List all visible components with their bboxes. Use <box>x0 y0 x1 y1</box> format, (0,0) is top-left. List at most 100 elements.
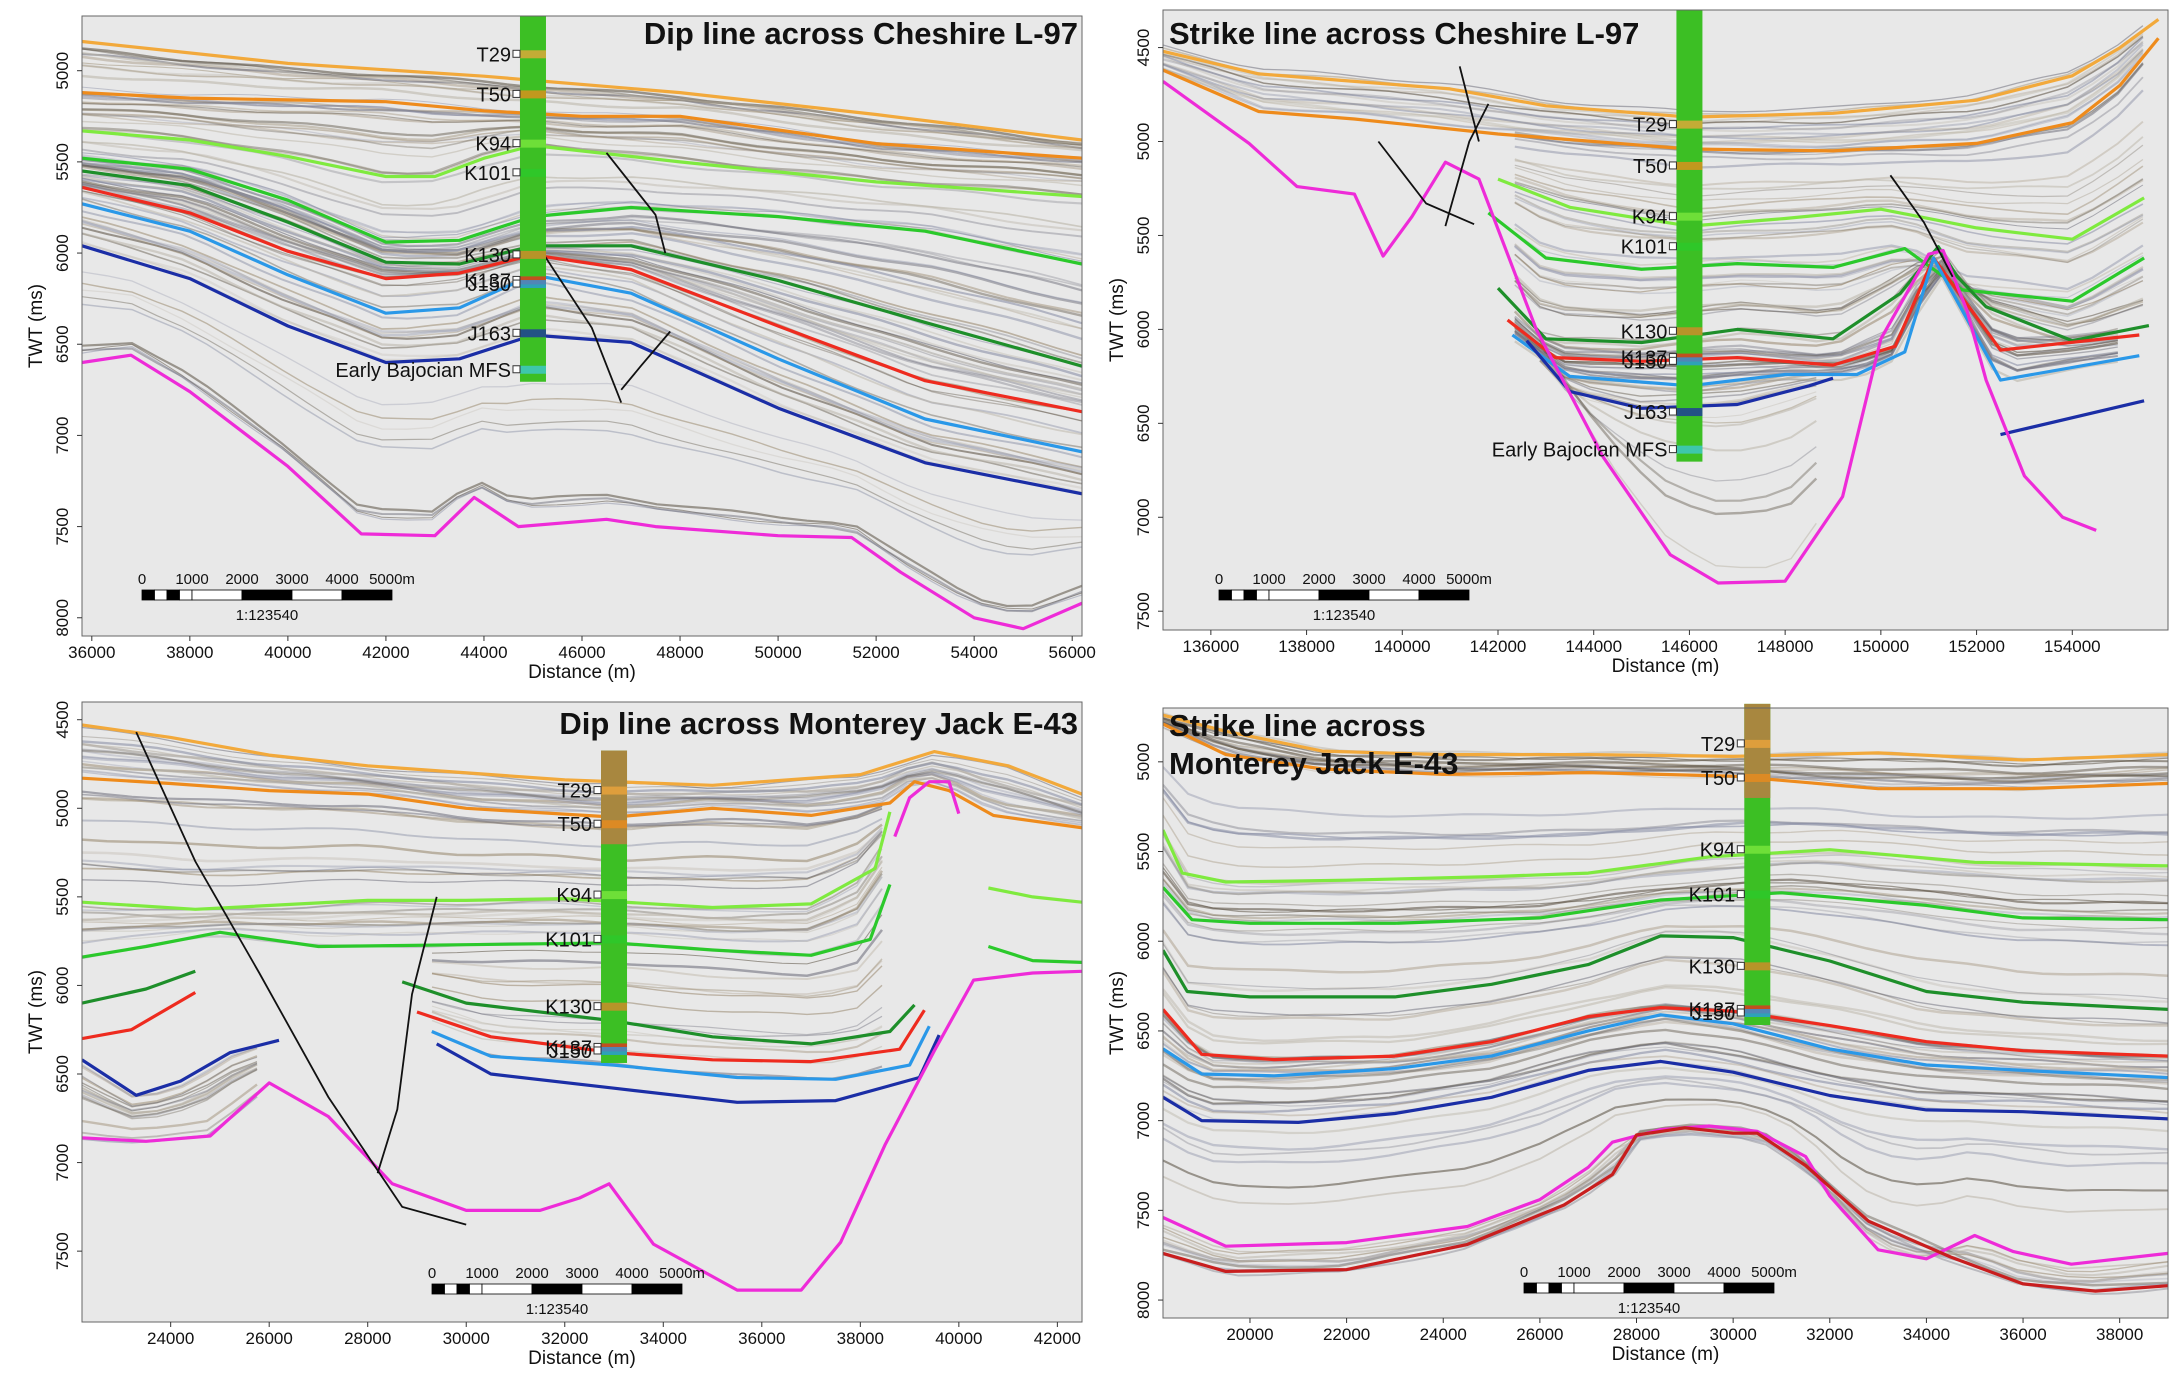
seismic-reflector <box>431 1009 883 1048</box>
seismic-reflector <box>82 296 1082 550</box>
well-top-label: T29 <box>558 781 592 803</box>
y-tick-label: 6000 <box>53 234 72 272</box>
horizon-k94 <box>1497 177 2145 241</box>
seismic-reflector <box>431 1001 883 1036</box>
x-tick-label: 40000 <box>264 643 311 662</box>
x-axis-label: Distance (m) <box>528 1348 636 1369</box>
seismic-reflector <box>82 817 883 848</box>
fault-line <box>135 731 467 1226</box>
well-log-band <box>601 935 628 944</box>
x-axis-label: Distance (m) <box>528 662 636 683</box>
seismic-reflector <box>82 180 1082 386</box>
seismic-reflector <box>1163 845 2168 896</box>
well-top-marker <box>512 328 521 337</box>
seismic-reflector <box>1163 797 2168 851</box>
seismic-reflector <box>1163 789 2168 841</box>
horizon-early-bajocian-mfs <box>893 780 961 838</box>
seismic-reflector <box>431 1010 883 1054</box>
seismic-reflector <box>1514 76 2144 161</box>
scale-segment <box>1418 589 1470 601</box>
seismic-reflector <box>82 162 1082 325</box>
horizon-k130 <box>1163 934 2168 1011</box>
seismic-reflector <box>1163 35 2144 125</box>
scale-segment <box>581 1283 633 1295</box>
well-top-label: K137 <box>1621 348 1668 370</box>
seismic-reflector <box>1163 1130 2168 1296</box>
seismic-reflector <box>1514 255 2144 323</box>
well-log-band <box>1676 327 1703 336</box>
seismic-reflector <box>431 940 883 980</box>
scale-label: 0 <box>1215 571 1223 588</box>
well-top-label: K101 <box>545 929 592 951</box>
well-top-marker <box>1736 890 1745 899</box>
horizon-j150 <box>1511 256 2140 388</box>
scale-ratio: 1:123540 <box>526 1301 589 1318</box>
well-top-marker <box>1668 161 1677 170</box>
horizon-k130 <box>82 969 196 1005</box>
seismic-reflector <box>1514 266 2118 359</box>
seismic-reflector <box>1514 266 2118 360</box>
scale-label: 2000 <box>225 571 258 588</box>
well-top-marker <box>1736 739 1745 748</box>
x-tick-label: 20000 <box>1226 1325 1273 1344</box>
x-tick-label: 150000 <box>1852 637 1909 656</box>
y-tick-label: 7000 <box>1134 498 1153 536</box>
seismic-reflector <box>82 830 883 879</box>
seismic-reflector <box>82 63 1082 148</box>
panel-title: Dip line across Monterey Jack E-43 <box>559 706 1078 741</box>
scale-segment <box>431 1283 445 1295</box>
x-tick-label: 48000 <box>656 643 703 662</box>
horizon-k130 <box>1496 245 2150 345</box>
seismic-reflector <box>1163 788 2168 840</box>
x-tick-label: 36000 <box>68 643 115 662</box>
well-column-upper <box>601 750 628 845</box>
panel-title-line2: Monterey Jack E-43 <box>1169 746 1458 781</box>
seismic-reflector <box>82 876 883 934</box>
seismic-reflector <box>82 164 1082 364</box>
seismic-reflector <box>431 960 883 995</box>
seismic-reflector <box>82 860 883 922</box>
x-tick-label: 38000 <box>2096 1325 2143 1344</box>
y-tick-label: 7000 <box>1134 1102 1153 1140</box>
seismic-reflector <box>1163 43 2144 138</box>
seismic-reflector <box>82 289 1082 538</box>
well-log-band <box>519 50 546 59</box>
seismic-reflector <box>1514 197 2144 254</box>
scale-segment <box>1548 1282 1562 1294</box>
seismic-reflector <box>1163 894 2168 937</box>
seismic-reflector <box>1163 871 2168 913</box>
fault-line <box>605 152 667 254</box>
fault-line <box>1889 174 1954 278</box>
scale-label: 0 <box>1520 1264 1528 1281</box>
seismic-reflector <box>1163 1010 2168 1073</box>
fault-line <box>1444 103 1490 227</box>
seismic-reflector <box>82 829 883 872</box>
seismic-reflector <box>431 1000 883 1037</box>
seismic-reflector <box>82 282 1082 532</box>
horizon-t29 <box>1163 713 2168 762</box>
seismic-reflector <box>1514 264 2144 331</box>
seismic-reflector <box>82 120 1082 187</box>
seismic-reflector <box>1163 878 2168 920</box>
seismic-reflector <box>1514 272 2118 376</box>
y-tick-label: 6500 <box>53 1055 72 1093</box>
scale-segment <box>341 589 393 601</box>
horizon-early-bajocian-mfs <box>82 969 1082 1292</box>
scale-label: 2000 <box>1607 1264 1640 1281</box>
seismic-reflector <box>1163 1103 2168 1213</box>
horizon-k137 <box>82 991 197 1041</box>
panel-title: Strike line across <box>1169 708 1426 743</box>
well-top-label: J150 <box>1692 1003 1735 1025</box>
panel-title: Strike line across Cheshire L-97 <box>1169 16 1639 51</box>
seismic-reflector <box>1163 814 2168 869</box>
seismic-reflector <box>1163 51 2144 144</box>
well-log-band <box>1744 739 1771 748</box>
plot-content <box>82 39 1082 631</box>
well-top-label: K94 <box>556 885 592 907</box>
x-tick-label: 56000 <box>1049 643 1096 662</box>
seismic-reflector <box>1163 878 2168 919</box>
well-top-label: J150 <box>549 1041 592 1063</box>
seismic-reflector <box>82 749 1082 814</box>
horizon-k101 <box>82 883 892 959</box>
y-axis-label: TWT (ms) <box>26 284 47 368</box>
